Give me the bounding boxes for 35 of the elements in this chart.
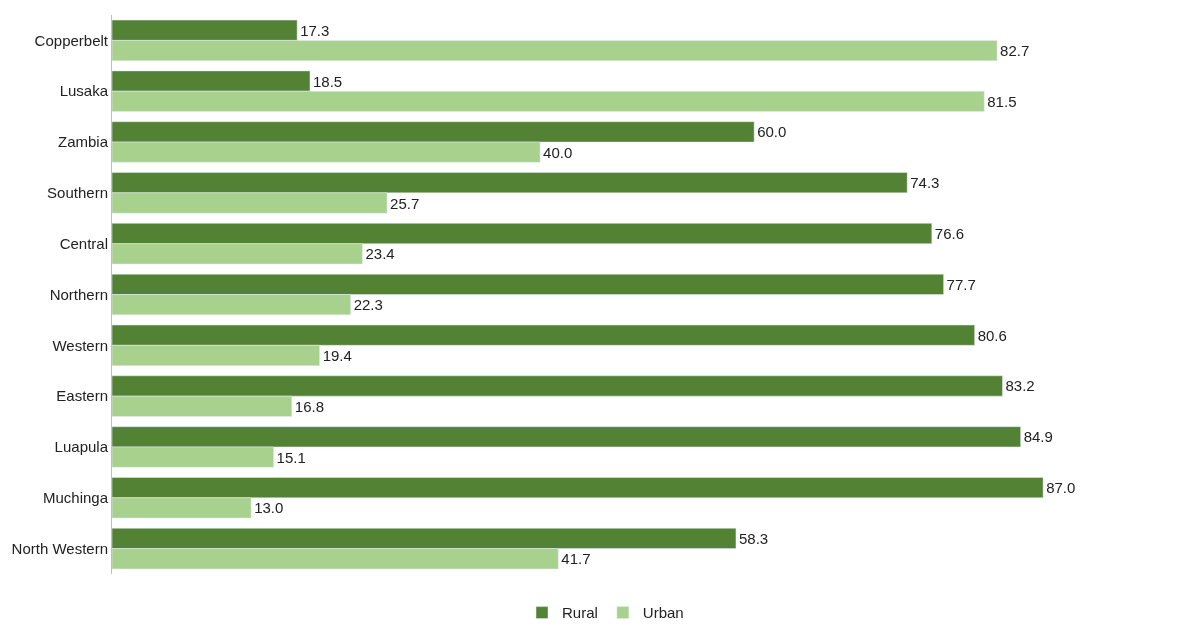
- y-tick-label: Central: [59, 234, 108, 252]
- data-label: 87.0: [1046, 479, 1076, 497]
- data-label: 81.5: [987, 92, 1017, 110]
- data-label: 23.4: [365, 245, 395, 263]
- data-label: 19.4: [322, 346, 352, 364]
- data-label: 60.0: [757, 123, 787, 141]
- data-label: 74.3: [910, 174, 940, 192]
- data-label: 77.7: [946, 275, 976, 293]
- legend-label: Rural: [562, 604, 598, 622]
- y-tick-label: Southern: [47, 184, 108, 202]
- data-label: 80.6: [977, 326, 1007, 344]
- data-label: 83.2: [1005, 377, 1035, 395]
- data-label: 84.9: [1023, 428, 1053, 446]
- y-tick-label: Luapula: [54, 438, 109, 456]
- data-label: 13.0: [254, 499, 284, 517]
- y-tick-label: Western: [52, 336, 108, 354]
- data-label: 76.6: [934, 225, 965, 243]
- y-tick-label: Copperbelt: [34, 31, 109, 49]
- y-tick-label: Muchinga: [42, 489, 109, 507]
- y-tick-label: Zambia: [57, 133, 109, 151]
- y-tick-label: Northern: [49, 285, 108, 303]
- data-label: 18.5: [313, 72, 343, 90]
- data-label: 17.3: [300, 21, 330, 39]
- data-label: 25.7: [390, 194, 420, 212]
- data-label: 15.1: [276, 448, 306, 466]
- data-label: 22.3: [353, 296, 383, 314]
- data-label: 40.0: [543, 143, 573, 161]
- data-label: 16.8: [294, 397, 324, 415]
- y-tick-label: Eastern: [56, 387, 108, 405]
- y-tick-label: Lusaka: [59, 82, 109, 100]
- data-label: 58.3: [738, 529, 769, 547]
- y-tick-label: North Western: [11, 539, 108, 557]
- legend-label: Urban: [642, 604, 684, 622]
- data-label: 82.7: [1000, 42, 1030, 60]
- data-label: 41.7: [561, 550, 591, 568]
